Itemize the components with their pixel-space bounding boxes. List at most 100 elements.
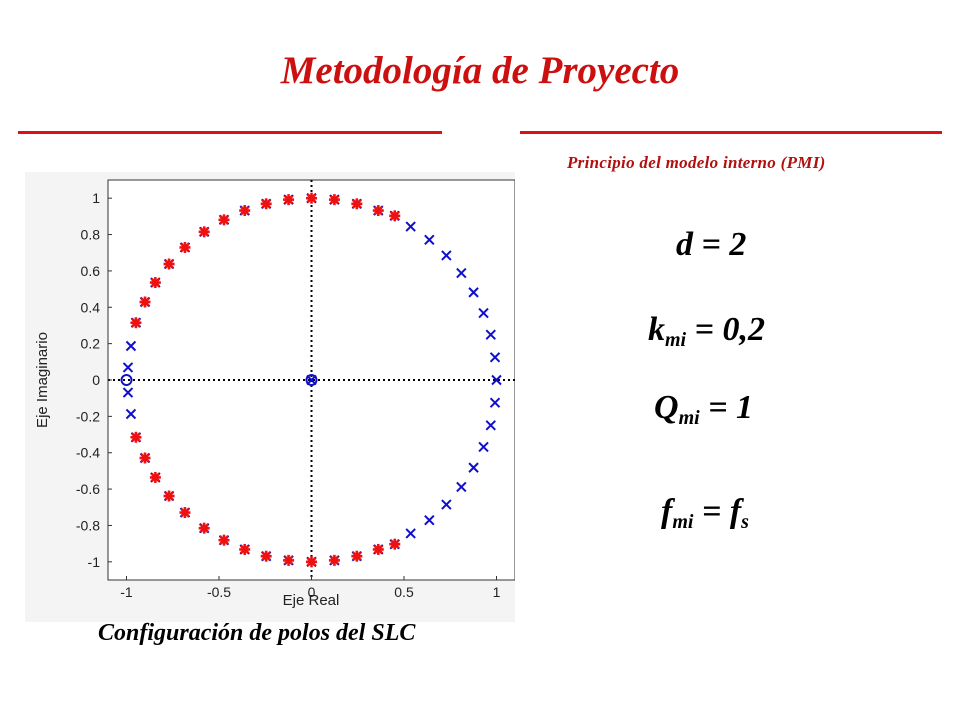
equation-k-base: k [648,311,665,348]
equation-f-sub: mi [672,511,694,533]
star-stroke [180,507,190,518]
pole-marker [405,221,416,232]
star-marker [283,194,295,206]
pole-stroke [456,267,467,279]
pole-stroke [491,374,502,386]
pole-marker [424,514,435,526]
y-tick-label: 0 [92,372,100,388]
pole-stroke [485,420,496,431]
star-marker [198,522,210,534]
star-marker [351,198,363,210]
pole-marker [485,329,496,340]
pole-stroke [441,250,452,261]
x-tick-label: -1 [120,584,133,600]
pole-zero-plot: -1 -0.5 0 0.5 1 1 0.8 0.6 0.4 0.2 0 -0.2 -0.4 -0.6 -0.… [25,172,515,622]
star-marker [306,192,317,204]
slide-subtitle: Principio del modelo interno (PMI) [567,153,826,172]
pole-stroke [122,362,134,373]
pole-stroke [424,514,435,526]
y-tick-label: -0.6 [76,481,100,497]
pole-marker [441,250,452,261]
star-marker [328,554,340,566]
star-stroke [373,205,384,216]
equation-d-rhs: = 2 [693,226,747,263]
pole-marker [468,462,479,473]
star-stroke [261,199,271,209]
star-marker [218,214,230,226]
equation-q: Qmi = 1 [654,389,753,430]
x-tick-label: 0 [308,584,316,600]
pole-stroke [478,307,489,319]
x-tick-label: -0.5 [207,584,231,600]
equation-f-base: f [661,493,673,530]
star-stroke [131,317,141,328]
pole-stroke [405,221,416,232]
star-marker [130,317,142,329]
equation-d-lhs: d [676,226,693,263]
star-stroke [283,194,294,205]
y-tick-label: -0.4 [76,445,100,461]
equation-k-sub: mi [665,329,687,351]
star-marker [389,210,401,222]
star-marker [260,550,272,562]
star-marker [239,205,251,217]
pole-marker [485,420,496,431]
pole-marker [122,362,134,373]
star-stroke [140,297,150,307]
star-marker [389,538,401,550]
pole-stroke [405,528,416,539]
star-marker [372,205,384,217]
star-stroke [150,277,161,288]
x-tick-label: 0.5 [394,584,414,600]
x-tick-label: 1 [493,584,501,600]
pole-stroke [468,287,479,298]
pole-stroke [489,352,501,363]
pole-stroke [125,340,137,352]
star-stroke [164,259,174,269]
pole-marker [424,234,435,246]
star-marker [149,277,161,289]
pole-marker [478,441,489,453]
star-stroke [199,523,210,533]
star-marker [218,534,230,546]
y-tick-label: 0.2 [81,336,101,352]
star-stroke [389,539,400,549]
star-marker [179,507,191,519]
zero-marker [305,374,318,386]
star-stroke [329,194,340,205]
pole-marker [122,387,134,398]
star-stroke [219,215,229,225]
star-marker [351,550,363,562]
y-axis-label: Eje Imaginario [34,332,51,428]
star-marker [163,258,175,270]
star-marker [130,431,142,443]
star-stroke [329,555,340,566]
pole-marker [125,408,137,420]
y-tick-label: 1 [92,190,100,206]
star-stroke [239,544,250,555]
y-tick-label: 0.8 [81,227,101,243]
star-stroke [352,551,362,561]
pole-zero-marks [120,192,502,568]
y-tick-label: 0.6 [81,263,101,279]
equation-f-sub2: s [741,511,749,533]
star-marker [139,452,151,464]
star-stroke [164,491,174,501]
pole-marker [489,352,501,363]
zero-marker [120,374,133,386]
pole-marker [489,397,501,408]
star-stroke [150,472,161,483]
pole-marker [441,499,452,510]
star-stroke [373,544,384,555]
pole-marker [125,340,137,352]
star-marker [163,490,175,502]
pole-marker [468,287,479,298]
star-stroke [219,535,229,545]
star-marker [179,241,191,253]
divider-gap [442,103,520,161]
star-stroke [306,557,317,567]
equation-k-rhs: = 0,2 [686,311,765,348]
star-stroke [306,193,317,203]
star-stroke [140,453,150,463]
slide-title: Metodología de Proyecto [280,49,680,92]
